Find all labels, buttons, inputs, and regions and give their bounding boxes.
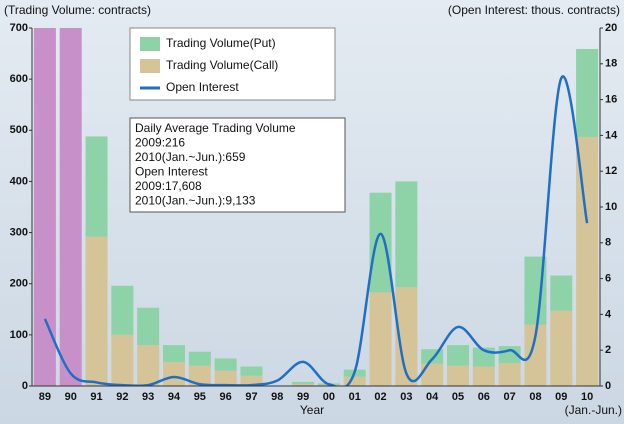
- x-tick-label: 06: [478, 391, 490, 403]
- y-tick-label: 200: [10, 278, 28, 290]
- bar: [85, 236, 108, 386]
- y2-tick-label: 18: [605, 58, 617, 70]
- x-tick-label: 05: [452, 391, 464, 403]
- bar: [188, 351, 211, 366]
- bar: [85, 136, 108, 237]
- bar: [576, 136, 599, 386]
- bar: [163, 345, 185, 362]
- annotation-box: [129, 117, 346, 213]
- x-tick-label: 02: [374, 391, 386, 403]
- legend: [129, 27, 336, 101]
- x-tick-label: 09: [555, 391, 567, 403]
- y2-tick-label: 6: [605, 273, 611, 285]
- y-tick-label: 700: [10, 22, 28, 34]
- x-tick-label: 97: [245, 391, 257, 403]
- bar: [395, 181, 418, 288]
- legend-label: Open Interest: [166, 80, 239, 94]
- x-tick-label: 04: [426, 391, 439, 403]
- bar: [163, 361, 185, 386]
- bar: [576, 48, 599, 137]
- y-tick-label: 600: [10, 73, 28, 85]
- legend-swatch: [140, 37, 160, 51]
- bar: [188, 365, 211, 386]
- x-tick-label: 91: [90, 391, 102, 403]
- bar: [369, 292, 392, 386]
- annotation-line: 2010(Jan.~Jun.):659: [135, 150, 246, 164]
- y-tick-label: 500: [10, 124, 28, 136]
- y2-tick-label: 0: [605, 380, 611, 392]
- x-tick-label: 01: [349, 391, 361, 403]
- y2-tick-label: 20: [605, 22, 617, 34]
- bar: [421, 363, 444, 386]
- y2-tick-label: 12: [605, 165, 617, 177]
- bar: [524, 256, 547, 325]
- annotation-line: Open Interest: [135, 165, 208, 179]
- annotation-line: 2010(Jan.~Jun.):9,133: [135, 194, 256, 208]
- bar: [292, 381, 315, 384]
- annotation-line: Daily Average Trading Volume: [135, 121, 296, 135]
- bar: [111, 334, 134, 386]
- plot: [33, 28, 599, 386]
- x-tick-label: 95: [194, 391, 206, 403]
- x-tick-label: 99: [297, 391, 309, 403]
- x-tick-label: 98: [271, 391, 283, 403]
- y2-tick-label: 14: [605, 129, 618, 141]
- legend-label: Trading Volume(Put): [166, 36, 276, 50]
- y2-tick-label: 2: [605, 344, 611, 356]
- legend-swatch: [140, 59, 160, 73]
- x-tick-label: 07: [504, 391, 516, 403]
- legend-label: Trading Volume(Call): [166, 58, 278, 72]
- y2-tick-label: 8: [605, 237, 611, 249]
- bar: [214, 370, 237, 386]
- y-tick-label: 400: [10, 175, 28, 187]
- bar: [524, 324, 547, 386]
- y-tick-label: 100: [10, 329, 28, 341]
- bar: [447, 365, 469, 386]
- y-axis-label: (Trading Volume: contracts): [4, 3, 151, 17]
- x-tick-label: 00: [323, 391, 335, 403]
- x-tick-label: 10: [581, 391, 593, 403]
- bar: [111, 285, 134, 335]
- x-tick-label: 03: [400, 391, 412, 403]
- bar: [395, 287, 418, 386]
- bar: [240, 366, 263, 376]
- y-tick-label: 0: [22, 380, 28, 392]
- x-tick-label: 90: [65, 391, 77, 403]
- annotation-line: 2009:216: [135, 136, 185, 150]
- y2-tick-label: 16: [605, 94, 617, 106]
- bar: [292, 383, 315, 386]
- line: [43, 75, 589, 386]
- x-note: (Jan.-Jun.): [565, 403, 622, 417]
- bar: [550, 275, 573, 311]
- bar: [447, 345, 469, 366]
- y-tick-label: 300: [10, 226, 28, 238]
- x-tick-label: 94: [168, 391, 181, 403]
- y2-tick-label: 4: [605, 308, 612, 320]
- bar: [472, 366, 495, 386]
- x-axis-label: Year: [300, 403, 324, 417]
- bar: [369, 192, 392, 293]
- bar: [498, 362, 521, 386]
- bar: [33, 28, 56, 386]
- x-tick-label: 08: [529, 391, 541, 403]
- y2-tick-label: 10: [605, 201, 617, 213]
- bar: [240, 375, 263, 386]
- y2-axis-label: (Open Interest: thous. contracts): [448, 3, 620, 17]
- bar: [214, 358, 237, 371]
- annotation-line: 2009:17,608: [135, 179, 202, 193]
- x-tick-label: 93: [142, 391, 154, 403]
- x-tick-label: 89: [39, 391, 51, 403]
- x-tick-label: 92: [116, 391, 128, 403]
- bar: [59, 28, 82, 386]
- bar: [343, 376, 366, 386]
- x-tick-label: 96: [220, 391, 232, 403]
- bar: [317, 384, 340, 386]
- bar: [550, 310, 573, 386]
- bar: [137, 345, 160, 386]
- bar: [137, 307, 160, 346]
